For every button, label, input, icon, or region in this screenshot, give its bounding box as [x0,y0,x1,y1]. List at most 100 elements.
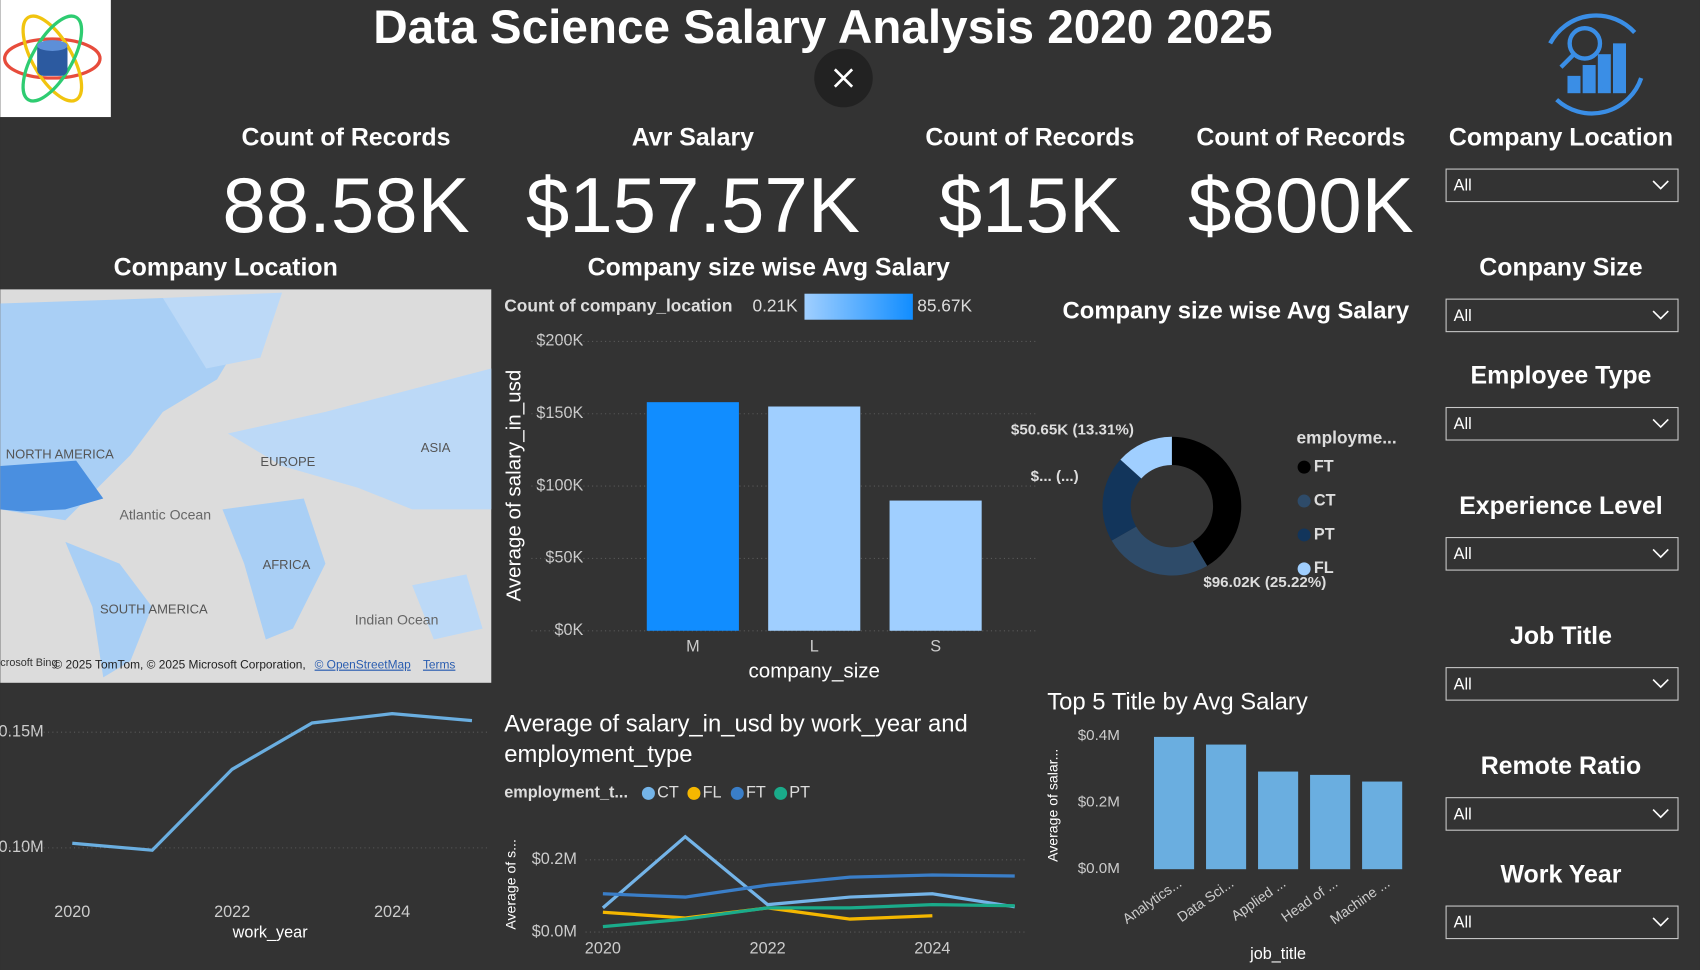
legend-swatch [687,786,701,800]
x-tick-label: M [686,637,700,655]
dropdown-chevron [1652,180,1669,190]
x-tick-label: 2020 [54,903,90,921]
slicer-dropdown[interactable]: All [1445,537,1679,571]
bar [1310,774,1351,870]
legend-max: 85.67K [917,295,972,315]
dashboard-title: Data Science Salary Analysis 2020 2025 [373,1,1272,54]
y-axis-title: Average of salary_in_usd [503,370,526,602]
legend-title: employme... [1297,428,1397,448]
slicer-label: Remote Ratio [1481,752,1642,780]
y-tick-label: $0.4M [1078,727,1120,744]
y-tick-label: $200K [536,332,583,350]
legend-title: employment_t... [504,784,628,802]
chart-title-box: Average of salary_in_usd by work_year an… [504,709,968,768]
dropdown-chevron [1652,917,1669,927]
slicer-dropdown[interactable]: All [1445,406,1679,441]
legend-gradient [804,293,913,320]
map-label: ASIA [421,440,451,455]
x-axis-title: work_year [232,923,309,941]
map-label: NORTH AMERICA [6,447,114,462]
x-tick-label: S [930,637,941,655]
slicer-dropdown[interactable]: All [1445,797,1679,831]
slicer-label: Experience Level [1459,492,1663,520]
x-tick-label: 2024 [374,903,410,921]
bar [646,402,739,631]
bar [1362,781,1403,870]
bar [768,406,861,631]
dropdown-value: All [1454,805,1472,823]
line [601,834,1015,910]
kpi-label: Count of Records [925,123,1134,151]
y-tick-label: $50K [545,549,583,567]
legend-label: FT [1314,457,1334,475]
x-tick-label: 2020 [585,940,621,958]
close-button[interactable] [814,48,873,108]
y-tick-label: $100K [536,476,583,494]
slicer-label: Employee Type [1471,362,1652,390]
dropdown-value: All [1454,177,1472,195]
bar [1258,771,1299,870]
x-tick-label: 2024 [914,940,950,958]
slicer-dropdown[interactable]: All [1445,168,1679,203]
chart-title: Average of salary_in_usd by work_year an… [504,709,968,768]
line [602,873,1015,899]
map: NORTH AMERICA EUROPE ASIA Atlantic Ocean… [0,289,492,683]
legend-label: FT [746,784,766,802]
line [72,712,473,852]
legend-swatch [1297,460,1311,474]
dropdown-chevron [1652,418,1669,429]
chart-title: Company size wise Avg Salary [1063,297,1410,324]
y-tick-label: 0.10M [0,838,44,856]
x-axis-title: job_title [1249,945,1306,963]
y-tick-label: $0.0M [1078,860,1120,877]
dropdown-box [1445,797,1679,831]
slicer-dropdown[interactable]: All [1445,667,1679,701]
kpi-label: Avr Salary [632,123,754,151]
dropdown-value: All [1454,415,1472,433]
slicer-dropdown[interactable]: All [1445,298,1679,333]
map-link[interactable]: Terms [423,658,455,672]
dropdown-value: All [1454,545,1472,563]
slicer-label: Company Location [1449,123,1673,151]
line [602,903,1015,929]
dropdown-box [1445,905,1679,940]
data-label: $... (...) [1031,468,1079,485]
logo [0,0,111,118]
data-label: $50.65K (13.31%) [1011,421,1134,438]
kpi-value: $157.57K [526,161,860,249]
analytics-icon [1548,13,1644,116]
kpi-value: $15K [939,161,1121,249]
map-link[interactable]: © OpenStreetMap [315,658,412,672]
x-tick-label: L [810,637,819,655]
dropdown-box [1445,667,1679,701]
legend-swatch [641,786,655,800]
donut-slice [1111,526,1208,576]
y-axis-title: Average of s... [503,839,519,930]
map-label: Atlantic Ocean [120,507,212,523]
legend-swatch [1297,528,1311,542]
dropdown-box [1445,168,1679,203]
dropdown-chevron [1652,548,1669,559]
bar [889,500,982,631]
legend-swatch [1297,562,1311,576]
map-attribution: crosoft Bing [0,657,57,669]
slicer-label: Conpany Size [1479,253,1642,281]
y-axis-title: Average of salar... [1044,749,1060,862]
y-tick-label: $0.2M [1078,794,1120,811]
dropdown-box [1445,298,1679,333]
map-label: SOUTH AMERICA [100,602,208,617]
bar [1206,744,1247,870]
legend-swatch [774,786,788,800]
y-tick-label: $0.2M [532,850,577,868]
kpi-value: $800K [1188,161,1414,249]
legend-swatch [1297,494,1311,508]
dropdown-chevron [1652,678,1669,689]
dropdown-chevron [1652,809,1669,819]
slicer-dropdown[interactable]: All [1445,905,1679,940]
donut-slice [1171,436,1242,566]
kpi-label: Count of Records [1196,123,1405,151]
x-axis-title: company_size [748,659,880,682]
bar [1154,736,1195,870]
map-label: AFRICA [263,557,311,572]
